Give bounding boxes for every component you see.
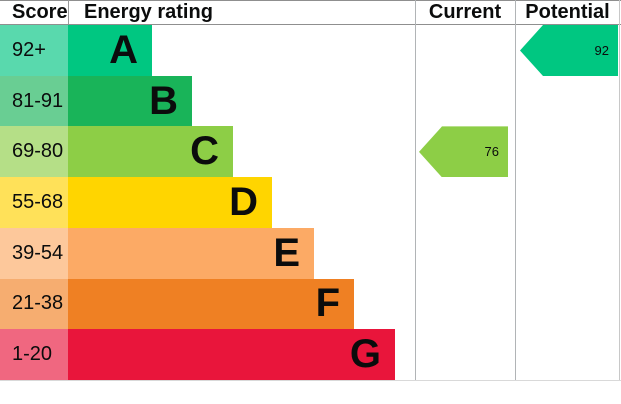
current-rating-arrow: 76: [419, 126, 508, 178]
table-top-border: [0, 0, 621, 1]
band-bar-a: A: [68, 25, 152, 76]
potential-column-divider: [515, 0, 516, 380]
table-bottom-border: [0, 380, 621, 381]
table-right-border: [619, 0, 620, 380]
current-column-divider: [415, 0, 416, 380]
band-bar-f: F: [68, 278, 354, 330]
header-divider: [0, 24, 621, 25]
band-bar-d: D: [68, 177, 272, 228]
score-range-a: 92+: [0, 25, 68, 76]
score-range-b: 81-91: [0, 75, 68, 127]
rating-bands: 92+ A 81-91 B 69-80 C 55-68 D 39-54 E 21…: [0, 25, 415, 381]
score-range-g: 1-20: [0, 329, 68, 381]
potential-column-header: Potential: [525, 1, 610, 23]
potential-rating-value: 92: [594, 43, 609, 58]
band-row-a: 92+ A: [0, 25, 415, 76]
score-column-divider: [68, 0, 69, 24]
band-row-e: 39-54 E: [0, 227, 415, 279]
band-row-f: 21-38 F: [0, 278, 415, 330]
band-row-c: 69-80 C: [0, 126, 415, 178]
band-row-b: 81-91 B: [0, 75, 415, 127]
current-column-header: Current: [428, 1, 502, 23]
band-bar-b: B: [68, 75, 192, 127]
energy-rating-column-header: Energy rating: [84, 1, 213, 23]
score-range-e: 39-54: [0, 227, 68, 279]
score-column-header: Score: [12, 1, 68, 23]
score-range-f: 21-38: [0, 278, 68, 330]
potential-rating-arrow: 92: [520, 25, 618, 76]
score-range-d: 55-68: [0, 177, 68, 228]
band-row-g: 1-20 G: [0, 329, 415, 381]
score-range-c: 69-80: [0, 126, 68, 178]
band-row-d: 55-68 D: [0, 177, 415, 228]
band-bar-c: C: [68, 126, 233, 178]
band-bar-e: E: [68, 227, 314, 279]
current-rating-value: 76: [484, 144, 499, 160]
band-bar-g: G: [68, 329, 395, 381]
